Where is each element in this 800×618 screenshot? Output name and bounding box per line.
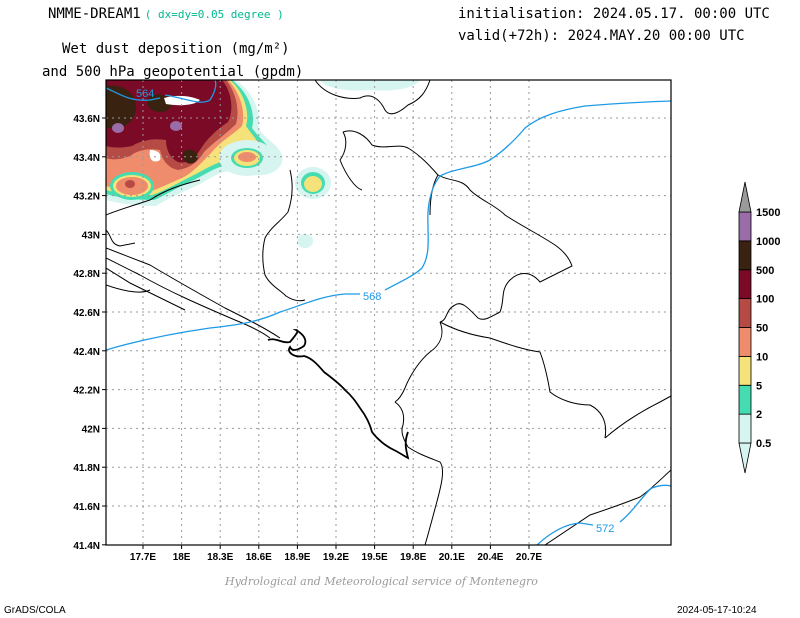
model-name: NMME-DREAM1( dx=dy=0.05 degree )	[48, 6, 284, 22]
legend-bottom-arrow	[738, 442, 752, 474]
credit-text: Hydrological and Meteorological service …	[225, 575, 538, 588]
timestamp-label: 2024-05-17-10:24	[677, 605, 757, 616]
legend-level-label: 0.5	[756, 438, 771, 450]
legend-level-label: 500	[756, 265, 774, 277]
legend-level-label: 10	[756, 351, 768, 363]
resolution-label: ( dx=dy=0.05 degree )	[144, 8, 284, 21]
longitude-labels: 17.7E 18E 18.3E 18.6E 18.9E 19.2E 19.5E 19.8E 20…	[130, 552, 542, 563]
lat-tick-label: 42.4N	[73, 347, 100, 358]
borders	[106, 80, 671, 545]
lat-tick-label: 41.8N	[73, 463, 100, 474]
legend-level-label: 2	[756, 409, 762, 421]
lat-tick-label: 43.6N	[73, 114, 100, 125]
legend-level-label: 50	[756, 323, 768, 335]
lon-tick-label: 20.1E	[439, 552, 465, 563]
lon-tick-label: 19.2E	[323, 552, 349, 563]
contour-label-568: 568	[363, 291, 381, 303]
legend-level-label: 100	[756, 294, 774, 306]
software-label: GrADS/COLA	[4, 605, 66, 616]
lat-tick-label: 43.2N	[73, 192, 100, 203]
lon-tick-label: 19.8E	[400, 552, 426, 563]
lat-tick-label: 42.2N	[73, 386, 100, 397]
lon-tick-label: 17.7E	[130, 552, 156, 563]
legend-level-label: 1000	[756, 236, 780, 248]
lon-tick-label: 18.6E	[246, 552, 272, 563]
contour-label-572: 572	[596, 523, 614, 535]
legend-swatch	[738, 240, 752, 271]
valid-time: valid(+72h): 2024.MAY.20 00:00 UTC	[458, 28, 745, 44]
legend-swatch	[738, 355, 752, 386]
legend-swatch	[738, 384, 752, 415]
lon-tick-label: 20.4E	[477, 552, 503, 563]
dust-deposition-field	[106, 80, 420, 248]
lon-tick-label: 20.7E	[516, 552, 542, 563]
map-frame	[105, 79, 672, 546]
lon-tick-label: 19.5E	[362, 552, 388, 563]
lon-tick-label: 18.3E	[207, 552, 233, 563]
coastline	[267, 329, 410, 460]
legend-swatch	[738, 298, 752, 328]
lat-tick-label: 43.4N	[73, 153, 100, 164]
model-label: NMME-DREAM1	[48, 6, 141, 22]
lat-tick-label: 42.6N	[73, 308, 100, 319]
map-title-line2: and 500 hPa geopotential (gpdm)	[42, 64, 304, 80]
lat-tick-label: 42N	[82, 424, 100, 435]
geopotential-contours	[106, 80, 671, 545]
contour-label-564: 564	[136, 88, 154, 100]
legend-level-label: 1500	[756, 207, 780, 219]
lat-tick-label: 41.4N	[73, 541, 100, 552]
legend-swatch	[738, 413, 752, 444]
initialisation-time: initialisation: 2024.05.17. 00:00 UTC	[458, 6, 770, 22]
lat-tick-label: 43N	[82, 230, 100, 241]
lat-tick-label: 42.8N	[73, 269, 100, 280]
legend-swatch	[738, 269, 752, 300]
latitude-labels: 43.6N 43.4N 43.2N 43N 42.8N 42.6N 42.4N 42.2N 42…	[73, 114, 100, 552]
legend-top-arrow	[738, 181, 752, 213]
legend-level-label: 5	[756, 380, 762, 392]
legend-swatch	[738, 327, 752, 357]
legend-swatch	[738, 211, 752, 242]
lat-tick-label: 41.6N	[73, 502, 100, 513]
colorbar-legend: 0.5 2 5 10 50 100 500 1000 1500	[738, 181, 780, 474]
lon-tick-label: 18.9E	[284, 552, 310, 563]
grid-lines	[102, 80, 671, 549]
lon-tick-label: 18E	[173, 552, 191, 563]
map-title-line1: Wet dust deposition (mg/m²)	[62, 41, 290, 57]
